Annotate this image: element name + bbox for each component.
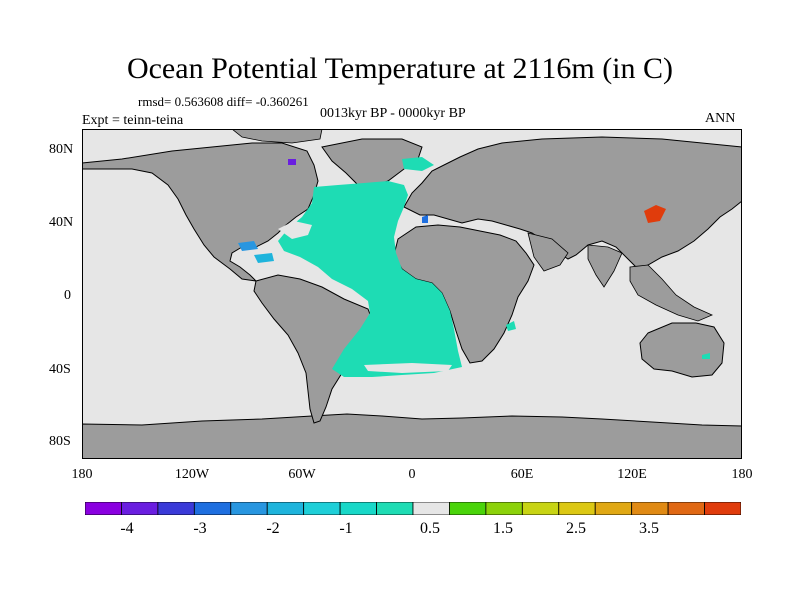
experiment-label: Expt = teinn-teina <box>82 113 184 128</box>
colorbar-swatch <box>376 502 414 515</box>
colorbar-swatch <box>485 502 523 515</box>
colorbar-label-neg4: -4 <box>120 520 134 537</box>
world-map <box>82 129 742 459</box>
colorbar-label-neg3: -3 <box>193 520 207 537</box>
lon-label-60e: 60E <box>510 467 534 482</box>
map-frame <box>82 129 742 459</box>
colorbar-swatch <box>412 502 450 515</box>
colorbar-swatch <box>631 502 669 515</box>
lon-label-120e: 120E <box>617 467 647 482</box>
rmsd-diff-stats: rmsd= 0.563608 diff= -0.360261 <box>138 94 309 109</box>
colorbar-swatch <box>303 502 341 515</box>
lat-label-40s: 40S <box>49 362 71 377</box>
lon-label-120w: 120W <box>174 467 210 482</box>
landmass-eurasia <box>403 136 742 270</box>
southern-ocean-neutral-stripe <box>364 363 452 373</box>
season-label: ANN <box>705 111 736 126</box>
atlantic-cool-anomaly <box>278 181 462 377</box>
colorbar-label-3-5: 3.5 <box>639 520 659 537</box>
lon-label-180e: 180 <box>731 467 753 482</box>
colorbar-swatch <box>230 502 268 515</box>
lon-label-0: 0 <box>408 467 416 482</box>
period-label: 0013kyr BP - 0000kyr BP <box>320 106 466 121</box>
lat-label-40n: 40N <box>49 215 74 230</box>
landmass-australia <box>639 322 725 378</box>
colorbar-swatch <box>121 502 159 515</box>
colorbar-label-2-5: 2.5 <box>566 520 586 537</box>
landmass-greenland <box>321 138 423 188</box>
colorbar-swatch <box>558 502 596 515</box>
arctic-cool-patch <box>402 157 434 171</box>
colorbar-label-neg1: -1 <box>339 520 353 537</box>
chart-title: Ocean Potential Temperature at 2116m (in… <box>126 52 674 85</box>
colorbar-swatch <box>339 502 377 515</box>
indian-ocean-cool-patch <box>506 321 516 331</box>
colorbar-swatch <box>157 502 195 515</box>
colorbar <box>85 502 741 515</box>
colorbar-swatch <box>449 502 487 515</box>
colorbar-swatch <box>704 502 741 515</box>
landmass-arabia <box>527 232 569 272</box>
japan-warm-anomaly <box>644 205 666 223</box>
baffin-strong-cool-patch <box>288 159 296 165</box>
colorbar-swatch <box>266 502 305 515</box>
lon-label-60w: 60W <box>288 467 316 482</box>
landmass-southeast-asia <box>629 264 713 322</box>
landmass-north-america <box>82 142 319 282</box>
pacific-cool-patch <box>702 353 710 359</box>
lat-label-0: 0 <box>64 288 71 303</box>
north-atlantic-neutral-patch <box>278 221 312 239</box>
colorbar-swatch <box>193 502 232 515</box>
lon-label-180w: 180 <box>71 467 93 482</box>
colorbar-swatch <box>521 502 560 515</box>
lat-label-80s: 80S <box>49 434 71 449</box>
gulf-cool-patch <box>238 241 258 251</box>
lat-label-80n: 80N <box>49 142 74 157</box>
colorbar-label-neg2: -2 <box>266 520 280 537</box>
caribbean-cool-patch <box>254 253 274 263</box>
mediterranean-cool-patch <box>422 215 428 223</box>
colorbar-label-1-5: 1.5 <box>493 520 513 537</box>
colorbar-swatch <box>667 502 705 515</box>
landmass-antarctica <box>82 413 742 459</box>
landmass-india <box>587 244 623 288</box>
colorbar-swatch <box>85 502 122 515</box>
landmass-south-america <box>253 274 375 424</box>
landmass-arctic-islands <box>231 129 323 144</box>
colorbar-label-0-5: 0.5 <box>420 520 440 537</box>
colorbar-swatch <box>594 502 633 515</box>
